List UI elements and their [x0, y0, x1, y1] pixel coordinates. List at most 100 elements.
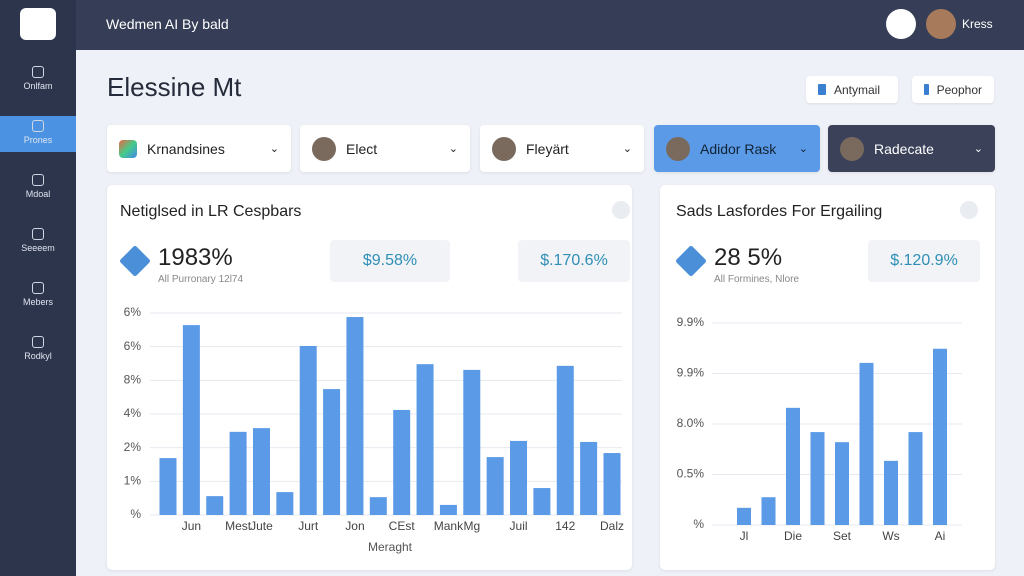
bar	[786, 407, 800, 525]
x-tick-label: Dalz	[600, 519, 624, 533]
dropdown[interactable]: Krnandsines ⌄	[107, 125, 291, 172]
dropdown-label: Elect	[346, 140, 378, 157]
icon	[32, 336, 44, 348]
stat-caption: All Purronary 12l74	[158, 274, 244, 285]
bar	[533, 488, 551, 515]
logo[interactable]	[20, 8, 56, 40]
x-tick-label: Jurt	[298, 519, 319, 533]
sidebar-label: Rodkyl	[24, 351, 52, 361]
bar	[810, 432, 825, 525]
page-title: Elessine Mt	[107, 72, 242, 102]
dropdown-label: Fleyärt	[526, 140, 569, 157]
sidebar-label: Prones	[23, 135, 53, 145]
stat-pill: $.170.6%	[518, 240, 630, 282]
y-tick-label: 8%	[124, 373, 142, 387]
bar	[252, 428, 270, 515]
bar	[346, 317, 364, 515]
avatar	[119, 139, 137, 158]
caret: ⌄	[798, 143, 808, 155]
bar	[299, 345, 317, 515]
user-name: Kress	[962, 17, 993, 31]
bar	[556, 365, 574, 515]
y-tick-label: %	[130, 507, 141, 521]
card-menu[interactable]	[960, 201, 978, 219]
x-tick-label: Jute	[250, 519, 273, 533]
y-tick-label: 9.9%	[677, 366, 705, 380]
bar	[323, 389, 341, 515]
dropdown-label: Adidor Rask	[700, 140, 777, 157]
x-tick-label: Mest	[225, 519, 252, 533]
button[interactable]: Peophor	[912, 76, 994, 103]
card-menu[interactable]	[612, 201, 630, 219]
icon	[32, 228, 44, 240]
y-tick-label: 6%	[124, 305, 142, 319]
dropdown[interactable]: Adidor Rask ⌄	[654, 125, 820, 172]
y-tick-label: 4%	[124, 406, 142, 420]
x-tick-label: Set	[833, 529, 852, 543]
sidebar: Onlfam Prones Mdoal Seeeem Mebers Rodkyl	[0, 0, 76, 576]
y-tick-label: 9.9%	[677, 315, 705, 329]
caret: ⌄	[622, 143, 632, 155]
button[interactable]: Antymail	[806, 76, 898, 103]
sidebar-item[interactable]: Mebers	[0, 278, 76, 314]
sidebar-item[interactable]: Onlfam	[0, 62, 76, 98]
bar	[439, 504, 457, 515]
x-tick-label: Mank	[434, 519, 464, 533]
y-tick-label: 6%	[124, 339, 142, 353]
caret: ⌄	[448, 143, 458, 155]
bar	[884, 460, 898, 525]
sidebar-label: Seeeem	[21, 243, 55, 253]
bar	[416, 364, 434, 515]
bar	[835, 442, 849, 525]
dropdown-label: Radecate	[874, 140, 934, 157]
x-tick-label: Jun	[182, 519, 201, 533]
bar	[206, 496, 224, 515]
y-tick-label: 1%	[124, 474, 142, 488]
bar	[463, 369, 481, 515]
icon	[818, 84, 826, 95]
y-tick-label: 0.5%	[677, 467, 705, 481]
top-bar: Wedmen AI By bald Kress	[0, 0, 1024, 50]
bar	[229, 431, 247, 515]
sidebar-item[interactable]: Rodkyl	[0, 332, 76, 368]
icon	[32, 66, 44, 78]
sidebar-item[interactable]: Prones	[0, 116, 76, 152]
x-tick-label: Die	[784, 529, 802, 543]
button-label: Peophor	[936, 82, 982, 97]
bar	[761, 497, 776, 525]
sidebar-item[interactable]: Seeeem	[0, 224, 76, 260]
bar	[908, 432, 923, 525]
icon	[32, 282, 44, 294]
avatar	[840, 136, 864, 161]
app-title: Wedmen AI By bald	[106, 16, 229, 32]
dropdown[interactable]: Radecate ⌄	[828, 125, 995, 172]
x-tick-label: Ws	[882, 529, 899, 543]
caret: ⌄	[269, 143, 279, 155]
sidebar-item[interactable]: Mdoal	[0, 170, 76, 206]
dropdown[interactable]: Elect ⌄	[300, 125, 470, 172]
y-tick-label: 8.0%	[677, 416, 705, 430]
icon	[32, 120, 44, 132]
y-tick-label: %	[693, 517, 704, 531]
avatar	[492, 136, 516, 161]
stat-pill: $9.58%	[330, 240, 450, 282]
stat: 1983%	[158, 244, 233, 271]
sidebar-label: Mdoal	[25, 189, 51, 199]
stat-caption: All Formines, Nlore	[714, 274, 800, 285]
chart-title: Netiglsed in LR Cespbars	[120, 203, 301, 220]
dropdown-label: Krnandsines	[147, 140, 225, 157]
bar	[580, 441, 598, 515]
x-tick-label: Jon	[345, 519, 364, 533]
dropdown[interactable]: Fleyärt ⌄	[480, 125, 644, 172]
x-tick-label: Jl	[740, 529, 749, 543]
avatar[interactable]	[926, 9, 956, 39]
bar	[603, 453, 621, 515]
x-axis-title: Meraght	[368, 540, 413, 554]
icon	[924, 84, 929, 95]
chart-title: Sads Lasfordes For Ergailing	[676, 203, 882, 220]
caret: ⌄	[973, 143, 983, 155]
bar	[276, 492, 294, 515]
user-icon[interactable]	[886, 9, 916, 39]
icon	[32, 174, 44, 186]
